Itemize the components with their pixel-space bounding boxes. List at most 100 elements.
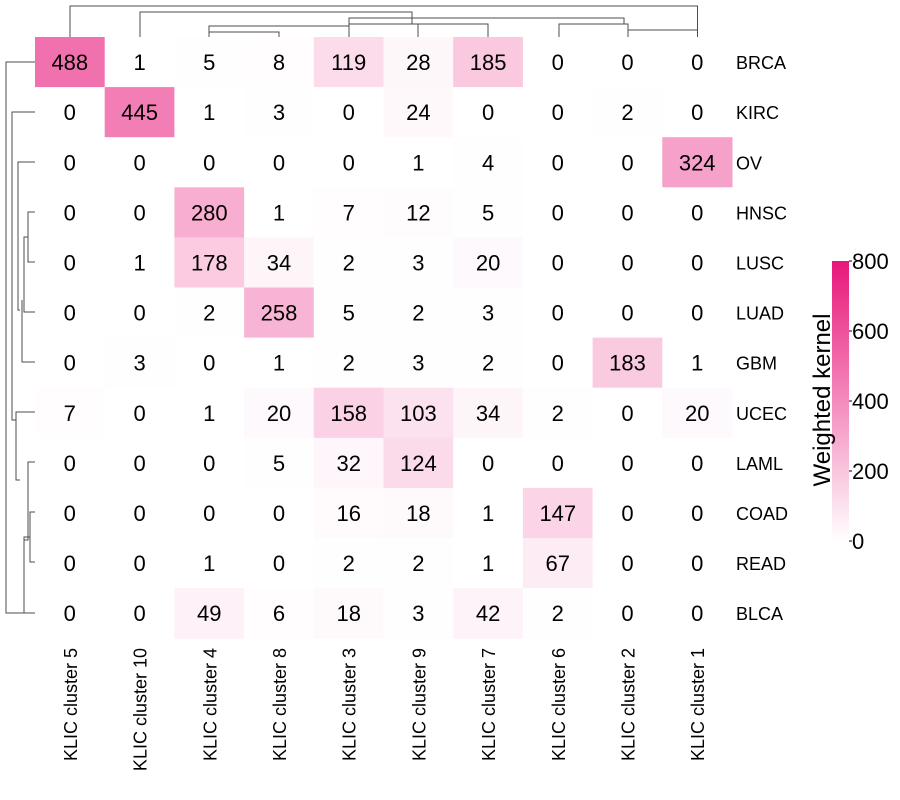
cell-value-label: 0 xyxy=(273,551,285,576)
cell-value-label: 0 xyxy=(552,50,564,75)
row-label: LUSC xyxy=(736,253,784,273)
cell-value-label: 0 xyxy=(64,150,76,175)
cell-value-label: 0 xyxy=(621,200,633,225)
cell-value-label: 0 xyxy=(273,501,285,526)
cell-value-label: 3 xyxy=(412,351,424,376)
heatmap-cell xyxy=(35,588,106,639)
heatmap-cell xyxy=(662,437,733,489)
cell-value-label: 0 xyxy=(203,150,215,175)
heatmap-cell xyxy=(592,437,663,489)
heatmap-cell xyxy=(313,487,384,539)
cell-value-label: 0 xyxy=(621,501,633,526)
cell-value-label: 0 xyxy=(691,301,703,326)
cell-value-label: 0 xyxy=(552,100,564,125)
row-label: OV xyxy=(736,153,762,173)
cell-value-label: 3 xyxy=(482,301,494,326)
legend-title: Weighted kernel xyxy=(809,314,836,487)
heatmap-cell xyxy=(453,538,524,589)
cell-value-label: 0 xyxy=(691,100,703,125)
heatmap-cell xyxy=(104,487,175,539)
heatmap-cell xyxy=(174,237,245,288)
heatmap-cell xyxy=(662,487,733,539)
heatmap-cell xyxy=(522,337,594,389)
row-label: COAD xyxy=(736,504,788,524)
heatmap-cell xyxy=(453,437,524,489)
heatmap-cell xyxy=(244,237,315,288)
cell-value-label: 124 xyxy=(400,451,437,476)
heatmap-cell xyxy=(662,538,733,589)
cell-value-label: 0 xyxy=(621,551,633,576)
heatmap-cell xyxy=(522,237,594,288)
cell-value-label: 0 xyxy=(552,250,564,275)
cell-value-label: 20 xyxy=(476,250,500,275)
heatmap-cell xyxy=(592,137,663,188)
heatmap-cell xyxy=(244,487,315,539)
heatmap-cell xyxy=(313,437,384,489)
heatmap-cell xyxy=(592,87,663,138)
cell-value-label: 178 xyxy=(191,250,228,275)
cell-value-label: 119 xyxy=(331,50,366,75)
heatmap-cell xyxy=(453,187,524,238)
heatmap-cell xyxy=(383,87,454,138)
color-legend: 0 200 400 600 800 Weighted kernel xyxy=(809,249,889,554)
cell-value-label: 0 xyxy=(621,601,633,626)
heatmap-cell xyxy=(104,187,175,238)
cell-value-label: 103 xyxy=(400,401,437,426)
cell-value-label: 0 xyxy=(621,150,633,175)
cell-value-label: 2 xyxy=(343,351,355,376)
cell-value-label: 16 xyxy=(336,501,360,526)
cell-value-label: 1 xyxy=(273,351,285,376)
heatmap-cell xyxy=(174,437,245,489)
cell-value-label: 0 xyxy=(133,401,145,426)
heatmap-cell xyxy=(453,588,524,639)
heatmap-cell xyxy=(383,287,454,339)
cell-value-label: 4 xyxy=(482,150,494,175)
cell-value-label: 2 xyxy=(482,351,494,376)
heatmap-cell xyxy=(662,237,733,288)
heatmap-cell xyxy=(35,337,106,389)
heatmap-cell xyxy=(174,538,245,589)
cell-value-label: 0 xyxy=(691,551,703,576)
cell-value-label: 12 xyxy=(406,200,430,225)
heatmap-cell xyxy=(104,337,175,389)
cell-value-label: 2 xyxy=(621,100,633,125)
heatmap-cell xyxy=(104,588,175,639)
row-label: LUAD xyxy=(736,304,784,324)
heatmap-cell xyxy=(453,387,524,439)
cell-value-label: 488 xyxy=(51,50,88,75)
heatmap-cell xyxy=(453,137,524,188)
cell-value-label: 0 xyxy=(691,50,703,75)
cell-value-label: 7 xyxy=(343,200,355,225)
cell-value-label: 183 xyxy=(609,351,646,376)
heatmap-cell xyxy=(522,588,594,639)
cell-value-label: 2 xyxy=(343,551,355,576)
cell-value-label: 0 xyxy=(64,601,76,626)
cell-value-label: 258 xyxy=(261,301,298,326)
heatmap-cell xyxy=(244,437,315,489)
heatmap-cell xyxy=(104,538,175,589)
cell-value-label: 0 xyxy=(133,501,145,526)
legend-tick-label: 400 xyxy=(852,389,889,414)
heatmap-cell xyxy=(383,37,454,88)
heatmap-cell xyxy=(662,87,733,138)
column-label: KLIC cluster 10 xyxy=(131,648,151,771)
cell-value-label: 445 xyxy=(121,100,158,125)
column-label: KLIC cluster 1 xyxy=(688,648,708,761)
cell-value-label: 0 xyxy=(621,250,633,275)
heatmap-cell xyxy=(592,387,663,439)
cell-value-label: 0 xyxy=(482,451,494,476)
cell-value-label: 0 xyxy=(133,551,145,576)
heatmap-cell xyxy=(383,437,454,489)
heatmap-cell xyxy=(592,337,663,389)
cell-value-label: 2 xyxy=(552,601,564,626)
cell-value-label: 0 xyxy=(552,351,564,376)
heatmap-cell xyxy=(662,337,733,389)
heatmap-cell xyxy=(662,588,733,639)
column-label: KLIC cluster 5 xyxy=(61,648,81,761)
heatmap-cell xyxy=(522,187,594,238)
heatmap-cell xyxy=(35,287,106,339)
heatmap-cell xyxy=(104,237,175,288)
cell-value-label: 1 xyxy=(691,351,703,376)
cell-value-label: 67 xyxy=(546,551,570,576)
cell-value-label: 32 xyxy=(336,451,360,476)
